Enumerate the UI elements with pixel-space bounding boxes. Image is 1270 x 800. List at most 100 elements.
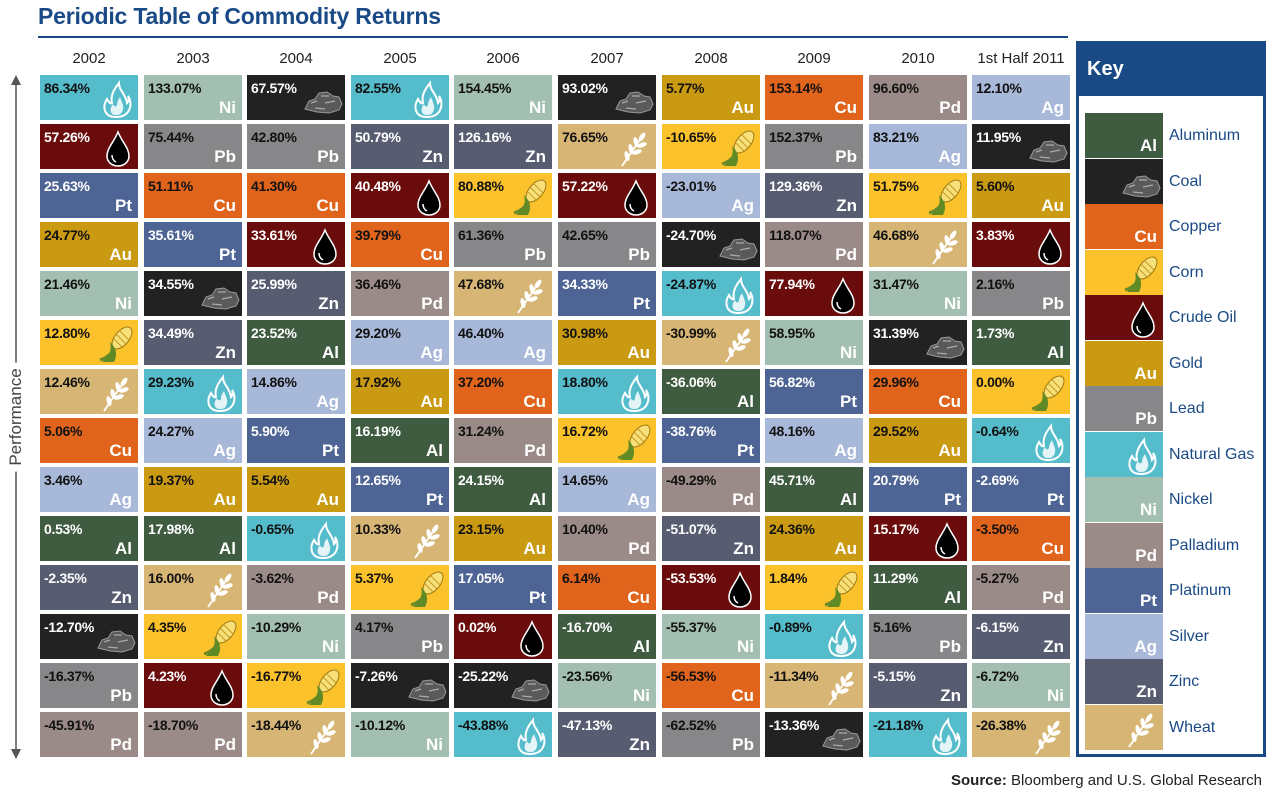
return-cell-pt: Pt 12.65%: [351, 467, 449, 512]
oil-drop-icon: [313, 227, 337, 265]
legend-key: Key Al Aluminum Coal Cu Copper Corn Crude Oil A…: [1076, 41, 1266, 757]
return-value: 4.35%: [148, 619, 187, 635]
symbol-al: Al: [529, 490, 546, 509]
year-header: 2007: [590, 50, 624, 67]
symbol-au: Au: [731, 98, 754, 117]
symbol-cu: Cu: [523, 392, 546, 411]
oil-drop-icon: [728, 570, 752, 608]
corn-icon: [928, 179, 962, 215]
return-value: 36.46%: [355, 276, 401, 292]
return-value: 25.63%: [44, 178, 90, 194]
key-label-cu: Copper: [1169, 218, 1222, 235]
oil-drop-icon: [1131, 300, 1155, 338]
oil-drop-icon: [1038, 227, 1062, 265]
return-value: 10.33%: [355, 521, 401, 537]
symbol-cu: Cu: [938, 392, 961, 411]
return-value: 24.15%: [458, 472, 504, 488]
oil-drop-icon: [106, 129, 130, 167]
return-cell-au: Au 24.36%: [765, 516, 863, 561]
symbol-pb: Pb: [524, 245, 546, 264]
return-cell-zn: Zn 25.99%: [247, 271, 345, 316]
return-cell-corn: 16.72%: [558, 418, 656, 463]
return-cell-pd: Pd 118.07%: [765, 222, 863, 267]
year-header: 2002: [72, 50, 106, 67]
return-value: 23.15%: [458, 521, 504, 537]
symbol-cu: Cu: [1041, 539, 1064, 558]
symbol-pb: Pb: [835, 147, 857, 166]
return-value: -6.15%: [976, 619, 1019, 635]
return-value: -16.77%: [251, 668, 302, 684]
return-cell-au: Au 23.15%: [454, 516, 552, 561]
key-title: Key: [1087, 58, 1124, 80]
return-cell-oil: 3.83%: [972, 222, 1070, 267]
symbol-au: Au: [316, 490, 339, 509]
return-cell-ni: Ni -23.56%: [558, 663, 656, 708]
return-value: -49.29%: [666, 472, 717, 488]
corn-icon: [824, 571, 858, 607]
key-label-corn: Corn: [1169, 264, 1204, 281]
return-cell-ag: Ag 14.86%: [247, 369, 345, 414]
return-value: 5.54%: [251, 472, 290, 488]
symbol-al: Al: [322, 343, 339, 362]
return-cell-wheat: 46.68%: [869, 222, 967, 267]
return-cell-zn: Zn 126.16%: [454, 124, 552, 169]
return-cell-oil: 40.48%: [351, 173, 449, 218]
return-value: 16.72%: [562, 423, 608, 439]
return-cell-corn: 5.37%: [351, 565, 449, 610]
symbol-al: Al: [633, 637, 650, 656]
return-cell-cu: Cu 6.14%: [558, 565, 656, 610]
return-value: 17.98%: [148, 521, 194, 537]
return-cell-pb: Pb 61.36%: [454, 222, 552, 267]
wheat-icon: [207, 573, 233, 608]
return-cell-oil: 15.17%: [869, 516, 967, 561]
return-value: 34.49%: [148, 325, 194, 341]
symbol-au: Au: [834, 539, 857, 558]
return-value: -13.36%: [769, 717, 820, 733]
return-cell-oil: -53.53%: [662, 565, 760, 610]
return-cell-wheat: -11.34%: [765, 663, 863, 708]
wheat-icon: [725, 328, 751, 363]
source-note: Source: Bloomberg and U.S. Global Resear…: [951, 772, 1262, 789]
symbol-ni: Ni: [633, 686, 650, 705]
return-value: 50.79%: [355, 129, 401, 145]
return-cell-corn: 1.84%: [765, 565, 863, 610]
flame-icon: [517, 717, 546, 756]
key-label-pb: Lead: [1169, 400, 1205, 417]
return-cell-gas: -24.87%: [662, 271, 760, 316]
return-cell-zn: Zn -47.13%: [558, 712, 656, 757]
return-value: 4.23%: [148, 668, 187, 684]
return-cell-coal: -12.70%: [40, 614, 138, 659]
return-cell-zn: Zn -2.35%: [40, 565, 138, 610]
return-cell-cu: Cu 51.11%: [144, 173, 242, 218]
return-cell-gas: 82.55%: [351, 75, 449, 120]
return-value: 17.05%: [458, 570, 504, 586]
return-value: 37.20%: [458, 374, 504, 390]
return-cell-wheat: -30.99%: [662, 320, 760, 365]
return-value: -16.70%: [562, 619, 613, 635]
return-cell-ni: Ni -6.72%: [972, 663, 1070, 708]
key-swatch-coal: [1085, 159, 1163, 204]
symbol-ag: Ag: [1134, 637, 1157, 656]
return-cell-al: Al 16.19%: [351, 418, 449, 463]
symbol-al: Al: [840, 490, 857, 509]
return-value: 12.46%: [44, 374, 90, 390]
symbol-pb: Pb: [1135, 409, 1157, 428]
return-cell-au: Au 24.77%: [40, 222, 138, 267]
return-value: 5.06%: [44, 423, 83, 439]
symbol-pt: Pt: [1047, 490, 1064, 509]
return-cell-cu: Cu -56.53%: [662, 663, 760, 708]
return-value: -62.52%: [666, 717, 717, 733]
return-value: -51.07%: [666, 521, 717, 537]
key-label-wheat: Wheat: [1169, 719, 1216, 736]
return-cell-zn: Zn 129.36%: [765, 173, 863, 218]
oil-drop-icon: [520, 619, 544, 657]
return-value: -5.15%: [873, 668, 916, 684]
return-value: -3.50%: [976, 521, 1019, 537]
return-value: 5.90%: [251, 423, 290, 439]
return-cell-cu: Cu 29.96%: [869, 369, 967, 414]
return-cell-zn: Zn -51.07%: [662, 516, 760, 561]
symbol-ni: Ni: [529, 98, 546, 117]
return-cell-ag: Ag 83.21%: [869, 124, 967, 169]
return-value: 1.84%: [769, 570, 808, 586]
